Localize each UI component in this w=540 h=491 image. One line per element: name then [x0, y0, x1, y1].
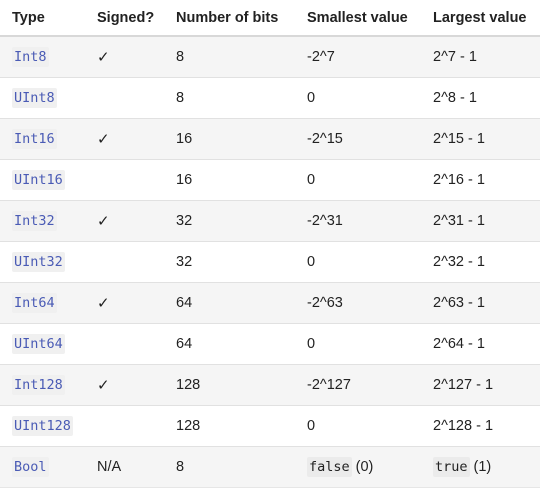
header-smallest: Smallest value [295, 0, 421, 37]
bits-cell: 128 [164, 405, 295, 447]
bits-cell: 32 [164, 200, 295, 242]
header-row: Type Signed? Number of bits Smallest val… [0, 0, 540, 37]
type-cell: Int8 [0, 36, 85, 78]
header-type: Type [0, 0, 85, 37]
type-cell: UInt32 [0, 241, 85, 283]
type-code: Int128 [12, 375, 65, 395]
largest-cell: 2^31 - 1 [421, 200, 540, 242]
smallest-cell: 0 [295, 241, 421, 283]
signed-cell: ✓ [85, 200, 164, 242]
type-code: Int32 [12, 211, 57, 231]
smallest-cell: -2^7 [295, 36, 421, 78]
bits-cell: 128 [164, 364, 295, 406]
smallest-cell: 0 [295, 77, 421, 119]
type-code: Int16 [12, 129, 57, 149]
largest-cell: 2^16 - 1 [421, 159, 540, 201]
table-row: Bool N/A 8 false (0) true (1) [0, 446, 540, 488]
check-icon: ✓ [97, 377, 110, 394]
table-row: UInt64 64 0 2^64 - 1 [0, 323, 540, 365]
largest-cell: 2^64 - 1 [421, 323, 540, 365]
signed-cell [85, 241, 164, 283]
smallest-cell: -2^127 [295, 364, 421, 406]
bits-cell: 16 [164, 118, 295, 160]
header-bits: Number of bits [164, 0, 295, 37]
signed-cell [85, 159, 164, 201]
signed-cell: ✓ [85, 36, 164, 78]
largest-cell: 2^128 - 1 [421, 405, 540, 447]
bits-cell: 64 [164, 323, 295, 365]
bits-cell: 8 [164, 446, 295, 488]
bits-cell: 8 [164, 36, 295, 78]
table-row: UInt128 128 0 2^128 - 1 [0, 405, 540, 447]
largest-cell: true (1) [421, 446, 540, 488]
type-cell: Bool [0, 446, 85, 488]
signed-cell [85, 323, 164, 365]
bits-cell: 32 [164, 241, 295, 283]
smallest-cell: -2^31 [295, 200, 421, 242]
check-icon: ✓ [97, 49, 110, 66]
type-cell: Int16 [0, 118, 85, 160]
smallest-cell: 0 [295, 159, 421, 201]
table-row: Int64 ✓ 64 -2^63 2^63 - 1 [0, 282, 540, 324]
type-cell: UInt128 [0, 405, 85, 447]
type-cell: Int128 [0, 364, 85, 406]
false-suffix: (0) [351, 459, 374, 475]
type-code: Bool [12, 457, 49, 477]
table-row: Int8 ✓ 8 -2^7 2^7 - 1 [0, 36, 540, 78]
signed-cell: ✓ [85, 118, 164, 160]
type-code: Int8 [12, 47, 49, 67]
table-row: UInt8 8 0 2^8 - 1 [0, 77, 540, 119]
table-row: Int128 ✓ 128 -2^127 2^127 - 1 [0, 364, 540, 406]
smallest-cell: 0 [295, 323, 421, 365]
smallest-cell: -2^63 [295, 282, 421, 324]
largest-cell: 2^63 - 1 [421, 282, 540, 324]
bits-cell: 64 [164, 282, 295, 324]
largest-cell: 2^8 - 1 [421, 77, 540, 119]
table-row: UInt16 16 0 2^16 - 1 [0, 159, 540, 201]
largest-cell: 2^15 - 1 [421, 118, 540, 160]
type-cell: UInt64 [0, 323, 85, 365]
type-code: UInt64 [12, 334, 65, 354]
header-signed: Signed? [85, 0, 164, 37]
type-cell: UInt16 [0, 159, 85, 201]
header-largest: Largest value [421, 0, 540, 37]
type-cell: Int32 [0, 200, 85, 242]
true-code: true [433, 457, 470, 477]
type-cell: Int64 [0, 282, 85, 324]
smallest-cell: false (0) [295, 446, 421, 488]
type-code: UInt128 [12, 416, 73, 436]
bits-cell: 8 [164, 77, 295, 119]
check-icon: ✓ [97, 213, 110, 230]
table-row: Int32 ✓ 32 -2^31 2^31 - 1 [0, 200, 540, 242]
check-icon: ✓ [97, 131, 110, 148]
bits-cell: 16 [164, 159, 295, 201]
check-icon: ✓ [97, 295, 110, 312]
type-code: UInt8 [12, 88, 57, 108]
type-cell: UInt8 [0, 77, 85, 119]
largest-cell: 2^32 - 1 [421, 241, 540, 283]
type-code: UInt16 [12, 170, 65, 190]
type-code: Int64 [12, 293, 57, 313]
table-row: Int16 ✓ 16 -2^15 2^15 - 1 [0, 118, 540, 160]
smallest-cell: 0 [295, 405, 421, 447]
largest-cell: 2^7 - 1 [421, 36, 540, 78]
signed-cell: ✓ [85, 282, 164, 324]
signed-cell: ✓ [85, 364, 164, 406]
true-suffix: (1) [469, 459, 492, 475]
signed-cell [85, 77, 164, 119]
smallest-cell: -2^15 [295, 118, 421, 160]
table-row: UInt32 32 0 2^32 - 1 [0, 241, 540, 283]
signed-cell: N/A [85, 446, 164, 488]
signed-cell [85, 405, 164, 447]
type-code: UInt32 [12, 252, 65, 272]
largest-cell: 2^127 - 1 [421, 364, 540, 406]
false-code: false [307, 457, 352, 477]
